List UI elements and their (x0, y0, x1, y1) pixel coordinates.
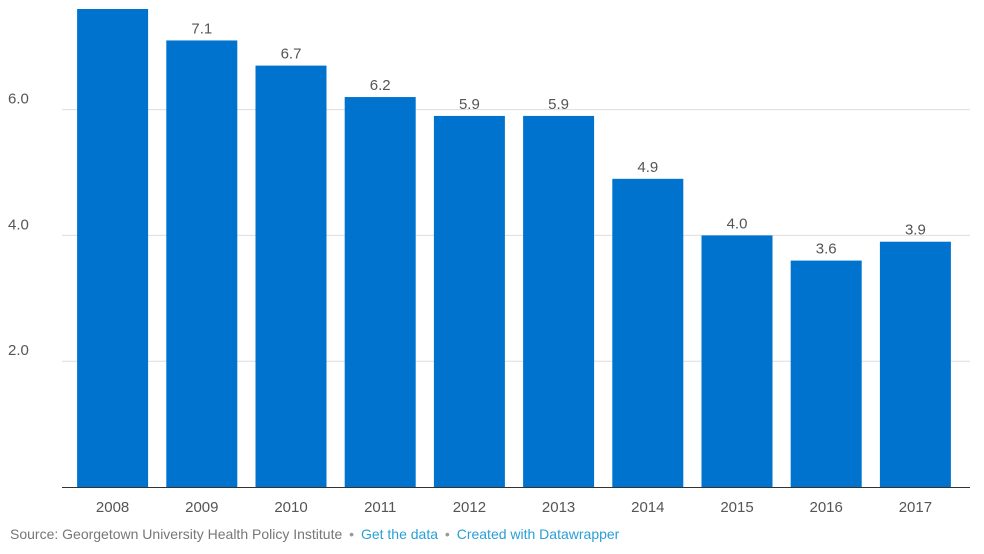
x-tick-label: 2009 (185, 499, 218, 516)
bar-2009 (166, 40, 238, 488)
x-tick-label: 2008 (96, 499, 129, 516)
created-with-datawrapper-link[interactable]: Created with Datawrapper (456, 526, 620, 542)
bar-2008 (77, 9, 149, 487)
data-label: 7.1 (191, 20, 212, 37)
y-tick-labels: 2.0 4.0 6.0 (8, 91, 29, 360)
bar-2012 (433, 115, 505, 487)
y-tick-label: 6.0 (8, 91, 29, 108)
get-the-data-link[interactable]: Get the data (360, 526, 439, 542)
separator: • (444, 526, 450, 542)
x-tick-label: 2013 (542, 499, 575, 516)
data-label: 4.9 (637, 159, 658, 176)
source-text: Source: Georgetown University Health Pol… (10, 526, 343, 542)
x-tick-label: 2010 (274, 499, 307, 516)
bar-2010 (255, 65, 327, 488)
data-label: 6.2 (370, 77, 391, 94)
separator: • (349, 526, 355, 542)
data-label: 5.9 (459, 96, 480, 113)
data-label: 3.9 (905, 222, 926, 239)
y-tick-label: 4.0 (8, 216, 29, 233)
x-tick-labels: 2008 2009 2010 2011 2012 2013 2014 2015 2016 2017 (96, 499, 932, 516)
bar-2015 (701, 235, 773, 487)
bar-2013 (523, 115, 595, 487)
x-tick-label: 2015 (720, 499, 753, 516)
data-labels: 7.1 6.7 6.2 5.9 5.9 4.9 4.0 3.6 3.9 (191, 20, 925, 257)
data-label: 4.0 (727, 215, 748, 232)
data-label: 6.7 (281, 46, 302, 63)
bar-2016 (790, 260, 862, 487)
bar-chart: 7.1 6.7 6.2 5.9 5.9 4.9 4.0 3.6 3.9 2008 2009 2010… (8, 9, 970, 516)
x-tick-label: 2016 (810, 499, 843, 516)
x-tick-label: 2017 (899, 499, 932, 516)
bars (77, 9, 951, 488)
bar-2014 (612, 178, 684, 487)
data-label: 5.9 (548, 96, 569, 113)
x-tick-label: 2012 (453, 499, 486, 516)
chart-footer: Source: Georgetown University Health Pol… (10, 526, 619, 542)
x-tick-label: 2011 (364, 499, 396, 516)
bar-2017 (879, 241, 951, 487)
bar-2011 (344, 97, 416, 487)
y-tick-label: 2.0 (8, 342, 29, 359)
x-tick-label: 2014 (631, 499, 664, 516)
data-label: 3.6 (816, 241, 837, 258)
